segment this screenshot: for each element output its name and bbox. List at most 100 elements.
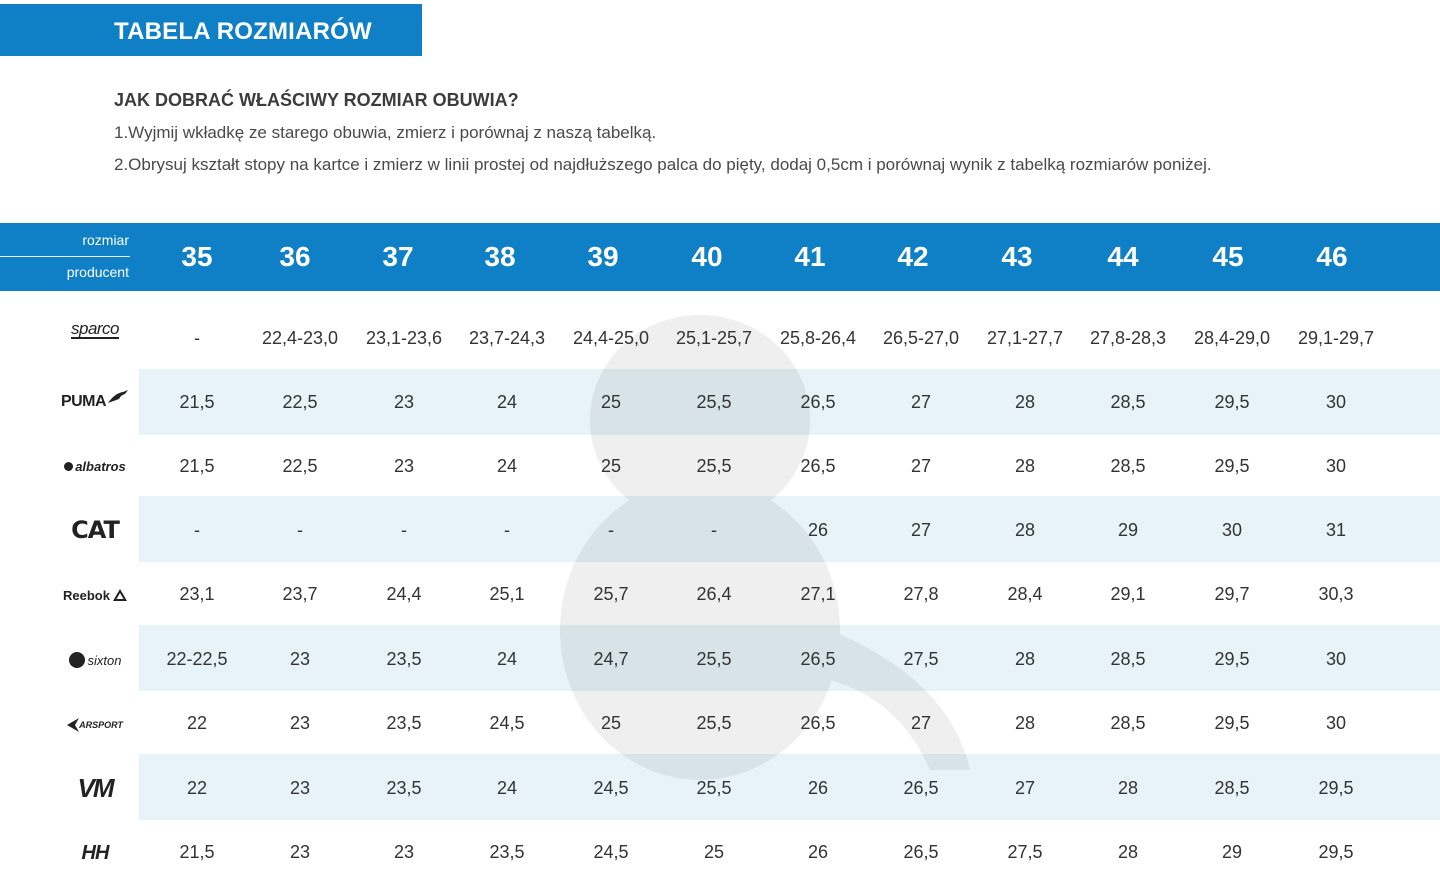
table-row: - - - - - - 26 27 28 29 30 31 <box>0 497 1440 563</box>
size-value-cell: 26,4 <box>696 584 732 604</box>
size-header-cell: 38 <box>484 241 516 272</box>
size-header-cell: 46 <box>1316 241 1348 272</box>
title-banner: TABELA ROZMIARÓW <box>0 4 422 56</box>
row-band <box>139 496 1440 562</box>
size-value-cell: 23 <box>393 392 415 412</box>
size-value-cell: - <box>711 520 717 540</box>
size-value-cell: 27 <box>910 520 932 540</box>
size-value-cell: 28 <box>1014 520 1036 540</box>
sixton-icon <box>68 652 85 668</box>
size-value-cell: 27 <box>910 456 932 476</box>
size-value-cell: 24,5 <box>593 842 629 862</box>
size-value-cell: 30 <box>1325 649 1347 669</box>
size-value-cell: 28,5 <box>1110 456 1146 476</box>
header-divider <box>0 256 130 257</box>
size-value-cell: 27 <box>910 713 932 733</box>
size-value-cell: 30,3 <box>1318 584 1354 604</box>
size-value-cell: 26,5 <box>903 778 939 798</box>
size-value-cell: 24,4 <box>386 584 422 604</box>
size-value-cell: 25,7 <box>593 584 629 604</box>
size-value-cell: 22-22,5 <box>166 649 228 669</box>
size-value-cell: - <box>504 520 510 540</box>
size-value-cell: 26,5 <box>903 842 939 862</box>
size-value-cell: 26,5 <box>800 713 836 733</box>
size-value-cell: 26,5-27,0 <box>882 328 960 348</box>
size-value-cell: 25,1 <box>489 584 525 604</box>
size-value-cell: 27,1 <box>800 584 836 604</box>
size-value-cell: 23 <box>289 778 311 798</box>
table-row: - 22,4-23,0 23,1-23,6 23,7-24,3 24,4-25,0 25,… <box>0 305 1440 371</box>
table-row: 22 23 23,5 24,5 25 25,5 26,5 27 28 28,5 29,5 30 <box>0 690 1440 756</box>
arsport-wing-icon <box>67 718 80 732</box>
size-value-cell: 29,1-29,7 <box>1297 328 1375 348</box>
helly-hansen-logo: HH <box>81 841 110 864</box>
size-value-cell: - <box>194 328 200 348</box>
size-value-cell: 28 <box>1117 778 1139 798</box>
puma-cat-icon <box>108 390 129 403</box>
size-value-cell: 21,5 <box>179 456 215 476</box>
size-value-cell: 26,5 <box>800 392 836 412</box>
size-value-cell: 25 <box>703 842 725 862</box>
size-value-cell: - <box>194 520 200 540</box>
size-value-cell: - <box>297 520 303 540</box>
size-value-cell: 24 <box>496 649 518 669</box>
size-value-cell: 25 <box>600 456 622 476</box>
table-row: 23,1 23,7 24,4 25,1 25,7 26,4 27,1 27,8 28,4 29,1… <box>0 561 1440 627</box>
size-value-cell: 29,7 <box>1214 584 1250 604</box>
size-value-cell: 29,5 <box>1318 778 1354 798</box>
mascot-watermark <box>560 315 970 780</box>
row-band <box>139 369 1440 435</box>
row-band <box>139 754 1440 820</box>
header-label-producer: producent <box>66 264 129 280</box>
size-value-cell: 28,5 <box>1214 778 1250 798</box>
size-value-cell: 28,5 <box>1110 649 1146 669</box>
size-value-cell: 29,5 <box>1214 456 1250 476</box>
size-header-cell: 37 <box>382 241 414 272</box>
size-value-cell: 24,4-25,0 <box>572 328 650 348</box>
size-value-cell: 28 <box>1117 842 1139 862</box>
size-value-cell: 23 <box>393 456 415 476</box>
size-header-cell: 40 <box>691 241 723 272</box>
question-heading: JAK DOBRAĆ WŁAŚCIWY ROZMIAR OBUWIA? <box>114 90 519 110</box>
size-value-cell: 27,5 <box>903 649 939 669</box>
size-value-cell: 23,7-24,3 <box>468 328 546 348</box>
table-row: 22-22,5 23 23,5 24 24,7 25,5 26,5 27,5 28 28,5 29,… <box>0 626 1440 692</box>
size-value-cell: 23,5 <box>386 713 422 733</box>
size-value-cell: 24,5 <box>489 713 525 733</box>
size-value-cell: 28,4 <box>1007 584 1043 604</box>
size-header-cell: 41 <box>794 241 826 272</box>
size-value-cell: 29,5 <box>1214 649 1250 669</box>
size-value-cell: 23,7 <box>282 584 318 604</box>
size-header-cell: 45 <box>1212 241 1244 272</box>
size-value-cell: 26 <box>807 778 829 798</box>
size-value-cell: 23,5 <box>489 842 525 862</box>
table-row: 21,5 22,5 23 24 25 25,5 26,5 27 28 28,5 29,5 30 <box>0 433 1440 499</box>
page-title: TABELA ROZMIARÓW <box>114 18 372 45</box>
size-header-cell: 36 <box>279 241 311 272</box>
size-value-cell: 23,5 <box>386 778 422 798</box>
size-value-cell: 22,5 <box>282 392 318 412</box>
size-value-cell: - <box>401 520 407 540</box>
size-value-cell: 29,1 <box>1110 584 1146 604</box>
table-row: 21,5 23 23 23,5 24,5 25 26 26,5 27,5 28 29 29,5 <box>0 819 1440 885</box>
size-value-cell: 29,5 <box>1214 713 1250 733</box>
size-value-cell: 26 <box>807 842 829 862</box>
size-header-cell: 43 <box>1001 241 1033 272</box>
size-value-cell: 23,1-23,6 <box>365 328 443 348</box>
size-value-cell: 23 <box>393 842 415 862</box>
size-value-cell: 22 <box>186 778 208 798</box>
size-value-cell: 30 <box>1221 520 1243 540</box>
size-value-cell: 27,1-27,7 <box>986 328 1064 348</box>
size-value-cell: 25,5 <box>696 713 732 733</box>
size-value-cell: 29 <box>1117 520 1139 540</box>
header-label-size: rozmiar <box>82 232 129 248</box>
size-value-cell: 26,5 <box>800 649 836 669</box>
size-header-row: 35 36 37 38 39 40 41 42 43 44 45 46 <box>0 223 1440 291</box>
size-value-cell: 24 <box>496 456 518 476</box>
size-value-cell: 25,1-25,7 <box>675 328 753 348</box>
size-value-cell: 23 <box>289 713 311 733</box>
arsport-logo: ARSPORT <box>58 708 132 742</box>
size-value-cell: 23 <box>289 842 311 862</box>
size-value-cell: 25 <box>600 713 622 733</box>
size-value-cell: 22,4-23,0 <box>261 328 339 348</box>
